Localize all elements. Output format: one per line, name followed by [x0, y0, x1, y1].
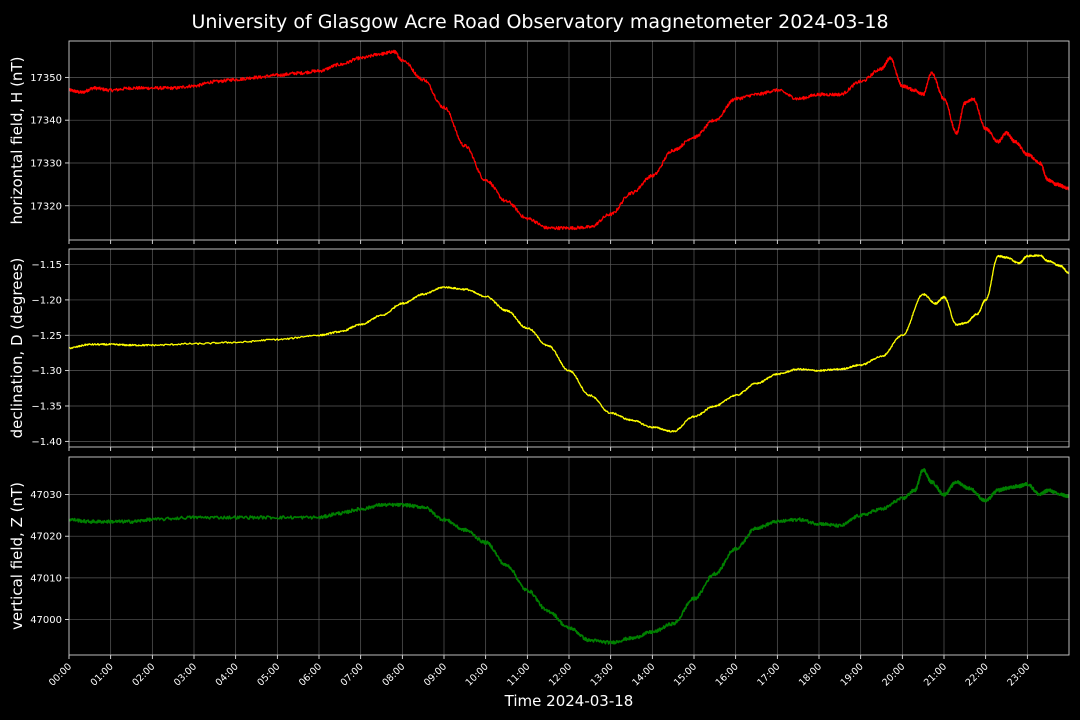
series-line-h	[69, 49, 1069, 231]
y-tick-label: −1.25	[31, 331, 62, 342]
y-tick-label: 17340	[30, 116, 62, 127]
x-axis-label: Time 2024-03-18	[504, 692, 634, 710]
y-axis-label-h: horizontal field, H (nT)	[8, 57, 26, 225]
panel-frame	[68, 40, 1070, 241]
y-tick-label: −1.35	[31, 401, 62, 412]
panel-z: 47000 47010 47020 47030 vertical field, Z (n…	[8, 456, 1070, 659]
y-tick-label: 47030	[30, 490, 62, 501]
y-tick-label: 17320	[30, 201, 62, 212]
chart-title: University of Glasgow Acre Road Observat…	[191, 11, 888, 33]
panel-h: 17320 17330 17340 17350 horizontal field, H …	[8, 40, 1070, 244]
series-line-d	[69, 254, 1069, 433]
panels: 17320 17330 17340 17350 horizontal field, H …	[8, 40, 1070, 659]
panel-frame	[68, 456, 1070, 656]
y-tick-label: 47000	[30, 615, 62, 626]
y-tick-label: 47010	[30, 573, 62, 584]
y-axis-label-d: declination, D (degrees)	[8, 258, 26, 439]
y-tick-label: 47020	[30, 532, 62, 543]
panel-frame	[68, 248, 1070, 448]
y-tick-label: −1.20	[31, 295, 62, 306]
series-line-z	[69, 468, 1069, 645]
y-tick-label: 17330	[30, 158, 62, 169]
y-tick-label: −1.30	[31, 366, 62, 377]
y-tick-label: −1.15	[31, 260, 62, 271]
y-tick-label: 17350	[30, 73, 62, 84]
y-tick-label: −1.40	[31, 437, 62, 448]
panel-d: −1.40 −1.35 −1.30 −1.25 −1.20 −1.15 declinatio…	[8, 248, 1070, 451]
y-axis-label-z: vertical field, Z (nT)	[8, 482, 26, 630]
